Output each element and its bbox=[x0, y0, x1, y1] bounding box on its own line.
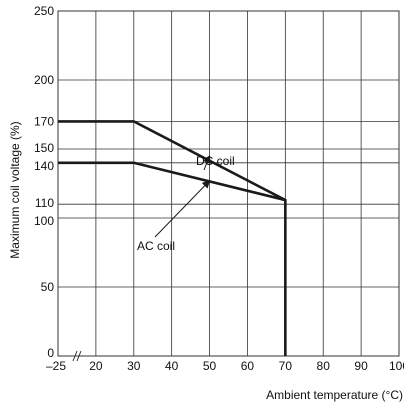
axis-break-mark-1 bbox=[72, 350, 78, 362]
x-tick-label-60: 60 bbox=[241, 359, 255, 373]
y-tick-label-140: 140 bbox=[34, 159, 54, 173]
tick-labels: –25 20 30 40 50 60 70 80 90 100 0 50 100 110 140 150 170… bbox=[34, 4, 404, 373]
y-tick-label-50: 50 bbox=[41, 280, 55, 294]
plot-frame bbox=[57, 10, 400, 357]
annotation-label-dc-coil: DC coil bbox=[196, 154, 235, 168]
y-tick-label-0: 0 bbox=[47, 346, 54, 360]
y-tick-label-170: 170 bbox=[34, 114, 54, 128]
x-tick-label-100: 100 bbox=[389, 359, 404, 373]
y-tick-label-200: 200 bbox=[34, 73, 54, 87]
annotation-label-ac-coil: AC coil bbox=[137, 239, 175, 253]
x-tick-label-30: 30 bbox=[127, 359, 141, 373]
x-tick-label-70: 70 bbox=[279, 359, 293, 373]
x-tick-label-90: 90 bbox=[354, 359, 368, 373]
annotation-arrow-ac-coil bbox=[154, 180, 211, 238]
x-tick-label-20: 20 bbox=[89, 359, 103, 373]
y-tick-label-250: 250 bbox=[34, 4, 54, 18]
annotation-arrow-dc-coil bbox=[203, 154, 211, 171]
series-line-ac-coil bbox=[58, 161, 286, 202]
x-tick-label-–25: –25 bbox=[46, 359, 66, 373]
y-tick-label-110: 110 bbox=[35, 196, 54, 210]
y-tick-label-100: 100 bbox=[34, 214, 54, 228]
x-axis-label: Ambient temperature (°C) bbox=[266, 388, 403, 402]
y-tick-label-150: 150 bbox=[34, 141, 54, 155]
y-axis-label: Maximum coil voltage (%) bbox=[8, 121, 22, 258]
axis-break-mark-2 bbox=[76, 350, 82, 362]
x-tick-label-50: 50 bbox=[203, 359, 217, 373]
x-tick-label-40: 40 bbox=[165, 359, 179, 373]
annotations: DC coil AC coil bbox=[137, 154, 235, 253]
x-tick-label-80: 80 bbox=[317, 359, 331, 373]
